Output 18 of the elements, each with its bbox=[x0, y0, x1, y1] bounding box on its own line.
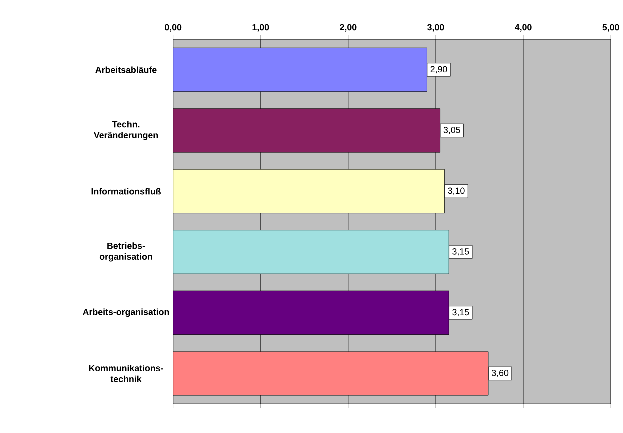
y-tick-label: Betriebs-organisation bbox=[100, 242, 152, 262]
data-label: 3,05 bbox=[444, 127, 460, 134]
y-tick-label: Arbeitsabläufe bbox=[96, 66, 157, 74]
y-tick-label: Kommunikations-technik bbox=[89, 365, 164, 382]
data-label: 3,15 bbox=[452, 248, 470, 256]
data-label: 3,60 bbox=[492, 370, 509, 378]
data-label: 3,15 bbox=[452, 309, 470, 317]
x-tick-label: 2,00 bbox=[340, 24, 357, 32]
data-label: 2,90 bbox=[430, 66, 448, 74]
x-tick-label: 1,00 bbox=[252, 24, 270, 32]
y-tick-label: Arbeits-organisation bbox=[83, 308, 170, 318]
x-tick-label: 4,00 bbox=[515, 24, 532, 32]
x-tick-label: 3,00 bbox=[428, 24, 444, 32]
x-tick-label: 5,00 bbox=[602, 24, 620, 32]
data-label: 3,10 bbox=[448, 188, 465, 196]
y-tick-label: Informationsfluß bbox=[92, 188, 162, 195]
x-tick-label: 0,00 bbox=[165, 24, 182, 32]
y-tick-label: Techn. Veränderungen bbox=[94, 121, 158, 140]
